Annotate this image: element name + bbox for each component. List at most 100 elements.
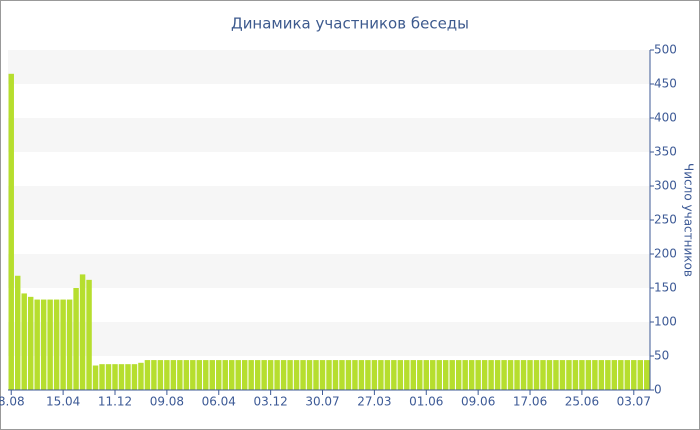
y-tick-label: 100 — [654, 315, 677, 329]
bar — [378, 360, 384, 390]
bar — [15, 275, 21, 390]
bar — [261, 360, 267, 390]
bar — [27, 296, 34, 390]
bar — [365, 360, 371, 390]
bar — [203, 360, 209, 390]
bar — [241, 360, 248, 390]
bar — [151, 360, 157, 390]
bar — [527, 360, 533, 390]
bar — [118, 364, 125, 390]
bar — [209, 360, 215, 390]
x-tick-label: 03.07 — [617, 395, 651, 409]
bar — [455, 360, 462, 390]
grid-band — [8, 254, 650, 288]
y-tick-label: 400 — [654, 111, 677, 125]
x-tick-label: 30.07 — [305, 395, 339, 409]
bar — [462, 360, 468, 390]
y-tick-label: 200 — [654, 247, 677, 261]
x-tick-label: 03.12 — [253, 395, 287, 409]
bar — [579, 360, 585, 390]
bar — [47, 299, 53, 390]
y-tick-label: 300 — [654, 179, 677, 193]
y-tick-label: 350 — [654, 145, 677, 159]
bar — [501, 360, 507, 390]
bar — [34, 299, 40, 390]
bar — [404, 360, 410, 390]
bar — [540, 360, 546, 390]
bar — [112, 364, 118, 390]
x-tick-label: 25.06 — [565, 395, 599, 409]
bar — [436, 360, 442, 390]
bar — [345, 360, 352, 390]
bar — [332, 360, 339, 390]
bar — [566, 360, 572, 390]
grid-band — [8, 118, 650, 152]
bar — [326, 360, 332, 390]
bar — [423, 360, 429, 390]
bar — [267, 360, 274, 390]
bar — [144, 360, 151, 390]
bar — [287, 360, 293, 390]
bar — [53, 299, 60, 390]
x-tick-label: 11.12 — [98, 395, 132, 409]
bar — [60, 299, 66, 390]
grid-band — [8, 50, 650, 84]
bar — [430, 360, 436, 390]
bar — [306, 360, 313, 390]
bar — [352, 360, 358, 390]
x-tick-label: 06.04 — [202, 395, 236, 409]
bar — [546, 360, 553, 390]
bar — [8, 73, 14, 391]
grid-band — [8, 186, 650, 220]
bar — [280, 360, 287, 390]
bar — [533, 360, 540, 390]
bar — [79, 274, 86, 390]
x-tick-label: 09.08 — [150, 395, 184, 409]
bar — [644, 360, 650, 390]
bar — [222, 360, 228, 390]
y-axis-label: Число участников — [682, 163, 696, 277]
bar — [488, 360, 494, 390]
grid-band — [8, 322, 650, 356]
bar — [216, 360, 222, 390]
bar — [190, 360, 196, 390]
y-tick-label: 0 — [654, 383, 662, 397]
bar — [624, 360, 631, 390]
chart-title: Динамика участников беседы — [231, 15, 469, 33]
bar — [468, 360, 475, 390]
bar — [157, 360, 164, 390]
bar — [572, 360, 579, 390]
bar — [131, 364, 138, 390]
bar — [99, 364, 105, 390]
bands — [8, 50, 650, 356]
x-tick-label: 01.06 — [409, 395, 443, 409]
bar — [410, 360, 417, 390]
bar — [125, 364, 131, 390]
bar — [637, 360, 643, 390]
x-tick-label: 17.06 — [513, 395, 547, 409]
bar — [339, 360, 345, 390]
bar — [73, 288, 79, 390]
bar — [229, 360, 235, 390]
bar — [313, 360, 319, 390]
bar — [254, 360, 261, 390]
bar — [481, 360, 488, 390]
bar — [248, 360, 254, 390]
bar — [618, 360, 624, 390]
bar — [92, 365, 99, 390]
bar — [631, 360, 637, 390]
bar — [507, 360, 514, 390]
bar — [300, 360, 306, 390]
y-tick-label: 500 — [654, 43, 677, 57]
bar — [449, 360, 455, 390]
bar — [293, 360, 300, 390]
bar — [397, 360, 404, 390]
bar — [494, 360, 501, 390]
bar — [391, 360, 397, 390]
y-tick-label: 250 — [654, 213, 677, 227]
bar — [553, 360, 559, 390]
bar — [417, 360, 423, 390]
bar — [170, 360, 177, 390]
